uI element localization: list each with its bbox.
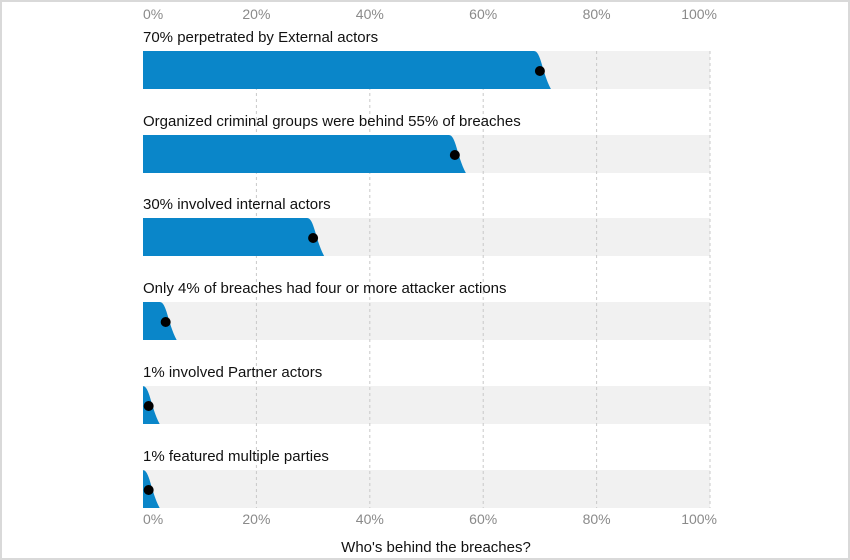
bar: [143, 135, 466, 173]
top-tick-label: 80%: [583, 6, 611, 22]
category-label: 30% involved internal actors: [143, 196, 331, 213]
bottom-tick-label: 40%: [356, 511, 384, 527]
bottom-tick-label: 100%: [681, 511, 717, 527]
category-label: 1% involved Partner actors: [143, 364, 322, 381]
value-marker: [534, 66, 545, 76]
category-label: 70% perpetrated by External actors: [143, 29, 378, 46]
value-marker: [449, 150, 460, 160]
bottom-tick-label: 20%: [242, 511, 270, 527]
bottom-tick-label: 0%: [143, 511, 163, 527]
chart-title: Who's behind the breaches?: [341, 539, 531, 556]
bar: [143, 302, 177, 340]
category-label: 1% featured multiple parties: [143, 448, 329, 465]
bar: [143, 51, 551, 89]
value-marker: [308, 233, 319, 243]
category-label: Only 4% of breaches had four or more att…: [143, 280, 507, 297]
bar-track: [143, 386, 710, 424]
value-marker: [143, 485, 154, 495]
bar-track: [143, 302, 710, 340]
bottom-tick-label: 80%: [583, 511, 611, 527]
top-tick-label: 20%: [242, 6, 270, 22]
top-tick-label: 100%: [681, 6, 717, 22]
bottom-tick-label: 60%: [469, 511, 497, 527]
value-marker: [160, 317, 171, 327]
bar: [143, 218, 325, 256]
top-tick-label: 0%: [143, 6, 163, 22]
top-tick-label: 40%: [356, 6, 384, 22]
bar-track: [143, 470, 710, 508]
category-label: Organized criminal groups were behind 55…: [143, 113, 521, 130]
value-marker: [143, 401, 154, 411]
top-tick-label: 60%: [469, 6, 497, 22]
